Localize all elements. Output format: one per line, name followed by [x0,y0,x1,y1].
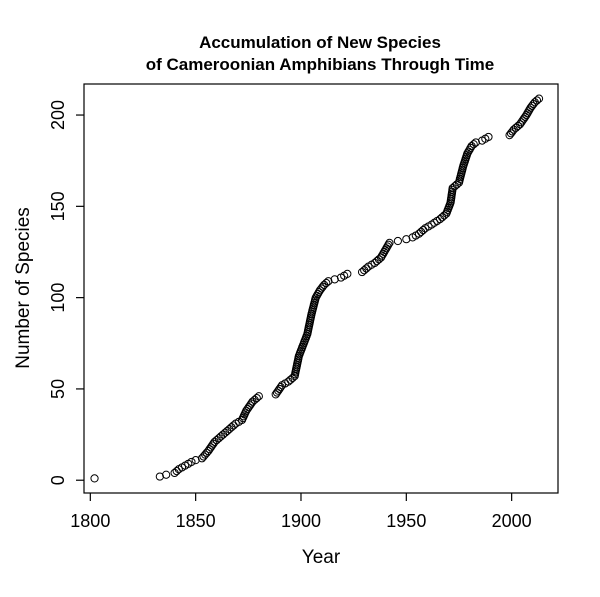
x-tick-label: 1850 [176,511,216,531]
chart-subtitle: of Cameroonian Amphibians Through Time [146,55,495,74]
chart-title: Accumulation of New Species [199,33,441,52]
data-point [384,240,393,249]
data-point [534,94,544,103]
data-point [393,236,402,246]
x-axis-label: Year [302,547,341,568]
y-tick-label: 150 [48,191,68,221]
y-tick-label: 100 [48,283,68,313]
x-tick-label: 1800 [70,511,110,531]
data-point [187,457,196,467]
x-tick-label: 1950 [386,511,426,531]
data-point [162,470,171,479]
data-point [343,269,352,278]
plot-frame [83,83,559,494]
data-point [385,238,394,247]
x-tick-label: 2000 [492,511,532,531]
data-point [254,392,263,401]
y-tick-label: 200 [48,100,68,130]
data-point [252,393,261,403]
data-point [469,140,478,149]
data-point [322,278,331,288]
y-axis-label: Number of Species [13,207,34,369]
data-point [484,132,493,142]
data-point [532,96,542,105]
data-point [90,474,99,483]
y-tick-label: 0 [48,475,68,485]
x-tick-label: 1900 [281,511,321,531]
data-points [90,94,544,483]
y-tick-label: 50 [48,379,68,399]
data-point [172,466,181,476]
y-axis: 0 50 100 150 200 [48,100,84,485]
x-axis: 1800 1850 1900 1950 2000 [70,493,532,531]
